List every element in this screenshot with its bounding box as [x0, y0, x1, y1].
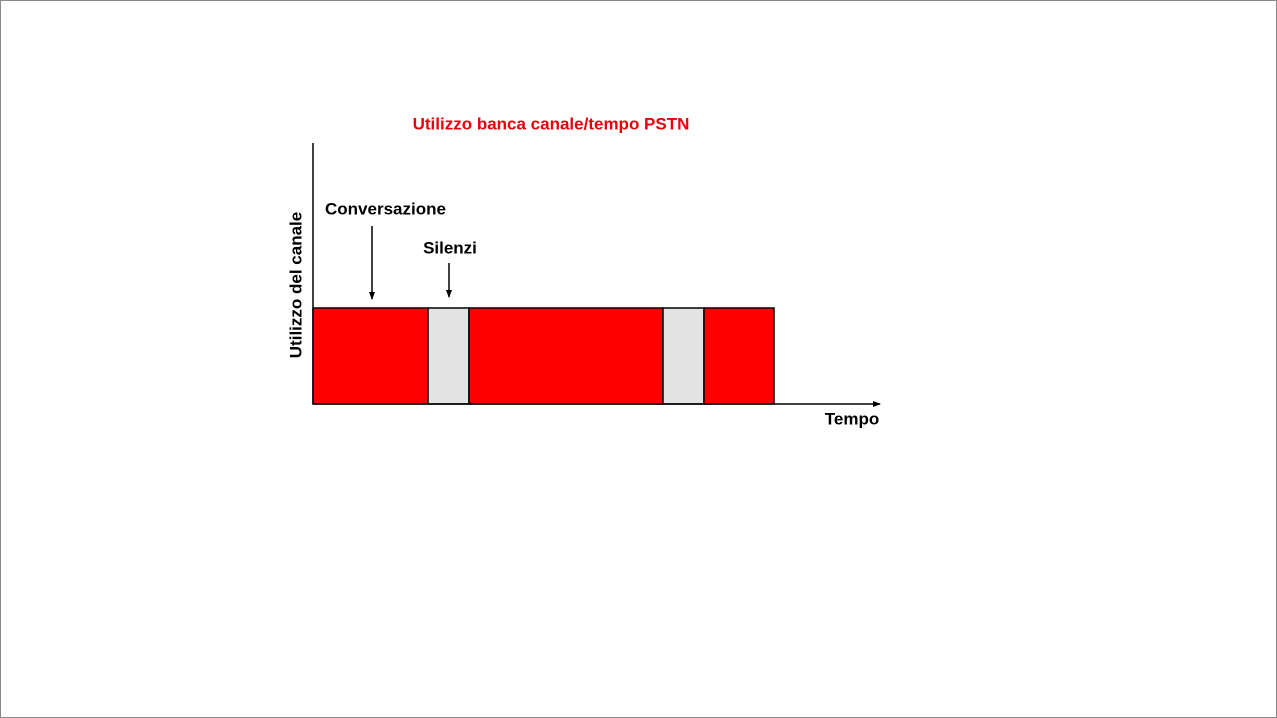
silence-segment	[662, 307, 705, 405]
title: Utilizzo banca canale/tempo PSTN	[413, 114, 690, 133]
conversation-segment	[703, 307, 775, 405]
y-axis-label: Utilizzo del canale	[286, 212, 305, 358]
conversation-segment	[468, 307, 664, 405]
annotation: Conversazione	[325, 199, 446, 218]
annotation: Silenzi	[423, 238, 477, 257]
conversation-segment	[312, 307, 429, 405]
x-axis-label: Tempo	[825, 409, 879, 428]
silence-segment	[427, 307, 470, 405]
